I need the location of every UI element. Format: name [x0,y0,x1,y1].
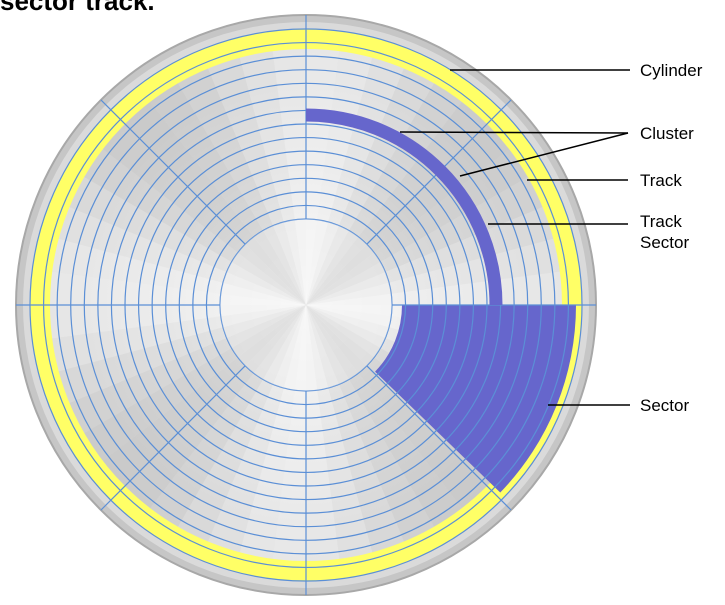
shading-wedge [266,305,306,581]
shading-wedge [67,92,307,305]
shading-wedge [191,29,306,305]
shading-wedge [156,29,306,305]
shading-wedge [30,305,306,455]
label-track-sector-line1: Track [640,212,682,231]
shading-wedge [30,190,306,305]
label-sector: Sector [640,396,689,415]
shading-wedge [306,29,456,305]
shading-wedge [306,190,582,305]
label-cluster: Cluster [640,124,694,143]
shading-wedge [30,265,306,305]
sector-division-line [100,365,246,511]
shading-wedge [266,29,306,305]
shading-wedge [30,305,306,420]
shading-wedge [306,305,421,581]
label-track-sector-line2: Sector [640,233,689,252]
shading-wedge [306,305,456,581]
shading-wedge [30,155,306,305]
shading-wedge [93,66,306,306]
spindle-hole [220,219,392,391]
shading-wedge [46,305,306,488]
cluster-leader-2 [459,132,629,177]
cluster-arc [305,108,503,306]
shading-wedge [191,305,306,581]
shading-wedge [306,265,582,305]
shading-wedge [306,66,519,306]
shading-wedge [306,305,489,565]
shading-wedge [123,45,306,305]
shading-wedge [306,122,566,305]
shading-wedge [30,305,306,345]
sector-division-line [366,365,512,511]
shading-wedge [306,29,421,305]
page-title: sector track. [0,0,155,16]
shading-wedge [123,305,306,565]
shading-wedge [306,305,346,581]
sector-division-line [100,99,246,245]
shading-wedge [156,305,306,581]
sector-division-lines [16,15,596,595]
shading-wedge [306,305,519,544]
shading-wedge [46,122,306,305]
shading-wedge [306,45,489,305]
shading-wedge [67,305,307,518]
cluster-leader-1 [399,131,629,134]
leader-lines [399,69,630,406]
label-track: Track [640,171,682,190]
highlighted-sector [375,305,576,493]
shading-wedge [306,92,545,305]
shading-wedge [93,305,306,544]
label-cylinder: Cylinder [640,61,703,80]
shading-wedge [306,155,582,305]
shading-wedge [306,29,346,305]
